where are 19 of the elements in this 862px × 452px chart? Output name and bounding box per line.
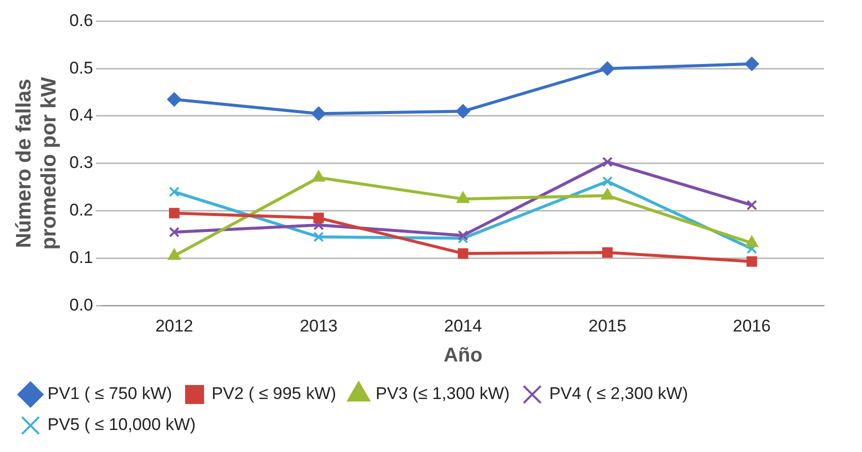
x-tick-label: 2015 <box>588 316 626 336</box>
x-tick-label: 2016 <box>732 316 771 336</box>
x-axis-title: Año <box>444 344 482 367</box>
y-tick-label: 0.5 <box>69 58 94 78</box>
y-tick-label: 0.0 <box>69 295 94 314</box>
y-axis-title: Número de fallas promedio por kW <box>12 76 61 250</box>
legend-label: PV4 ( ≤ 2,300 kW) <box>549 384 688 404</box>
legend-label: PV3 (≤ 1,300 kW) <box>376 384 510 404</box>
y-tick-label: 0.3 <box>69 153 94 172</box>
y-tick-label: 0.6 <box>69 10 94 30</box>
x-tick-label: 2014 <box>444 316 482 336</box>
y-tick-label: 0.1 <box>69 248 94 267</box>
y-tick-label: 0.4 <box>69 106 94 125</box>
legend-label: PV5 ( ≤ 10,000 kW) <box>48 415 196 434</box>
y-tick-label: 0.2 <box>69 200 94 220</box>
legend-label: PV2 ( ≤ 995 kW) <box>212 384 336 404</box>
x-tick-label: 2013 <box>300 316 338 336</box>
x-tick-label: 2012 <box>155 316 194 336</box>
legend-label: PV1 ( ≤ 750 kW) <box>48 384 172 404</box>
